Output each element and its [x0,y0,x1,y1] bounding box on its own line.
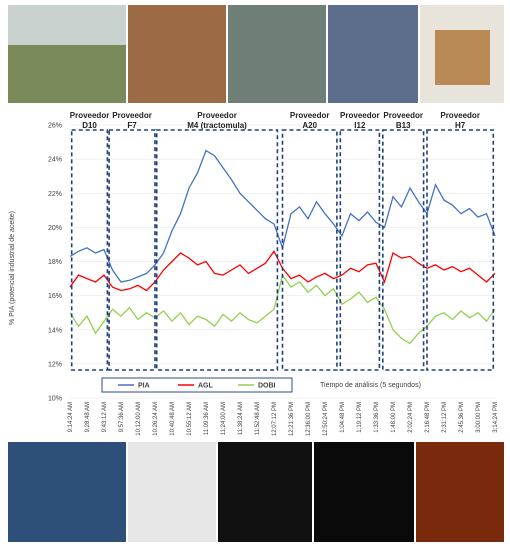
y-tick-label: 12% [48,361,62,368]
bottom-photos [8,442,504,542]
provider-box [339,129,381,371]
x-tick-label: 10:26:24 AM [153,402,159,436]
provider-box [426,129,495,371]
provider-box [281,129,338,371]
y-tick-label: 24% [48,157,62,164]
x-tick-label: 3:00:00 PM [476,402,482,433]
x-tick-label: 12:07:12 PM [272,402,278,436]
y-tick-label: 16% [48,293,62,300]
provider-label: Proveedor [383,111,423,120]
x-tick-label: 11:09:36 AM [204,402,210,435]
x-tick-label: 10:12:00 AM [136,402,142,436]
x-tick-label: 12:50:24 PM [323,402,329,436]
photo-plant [328,5,418,103]
photo-spectra [218,442,312,542]
y-tick-label: 10% [48,396,62,403]
x-tick-label: 10:55:12 AM [187,402,193,436]
legend-label: AGL [198,383,214,390]
x-tick-label: 11:38:24 AM [238,402,244,435]
photo-scatter [314,442,414,542]
photo-instrument [128,442,216,542]
provider-label: M4 (tractomula) [187,121,247,130]
legend-box [101,377,293,393]
x-tick-label: 2:31:12 PM [442,402,448,433]
y-tick-label: 26% [48,123,62,130]
legend-label: DOBI [258,383,276,390]
provider-label: Proveedor [197,111,237,120]
provider-label: Proveedor [112,111,152,120]
x-tick-label: 9:57:36 AM [119,402,125,432]
provider-label: B13 [396,121,411,130]
provider-label: I12 [354,121,366,130]
provider-box [155,129,279,371]
top-photos [8,5,504,103]
x-tick-label: 9:14:24 AM [68,402,74,432]
photo-machine-box [435,30,490,85]
provider-label: D10 [82,121,97,130]
legend-label: PIA [138,383,150,390]
x-tick-label: 11:24:00 AM [221,402,227,435]
y-tick-label: 18% [48,259,62,266]
photo-mill [228,5,326,103]
provider-label: A20 [302,121,317,130]
x-tick-label: 2:16:48 PM [425,402,431,433]
provider-label: Proveedor [340,111,380,120]
x-tick-label: 2:02:24 PM [408,402,414,433]
provider-label: Proveedor [70,111,110,120]
provider-box [381,129,425,371]
photo-sky [8,5,126,45]
provider-box [108,129,156,371]
x-tick-label: 1:19:12 PM [357,402,363,433]
photo-control-room [8,442,126,542]
x-tick-label: 2:45:36 PM [459,402,465,433]
provider-label: Proveedor [290,111,330,120]
y-tick-label: 20% [48,225,62,232]
x-tick-label: 10:40:48 AM [170,402,176,436]
y-axis-title: % PIA (potencial industrial de aceite) [9,211,16,325]
x-axis-title: Tiempo de análisis (5 segundos) [320,382,421,389]
provider-label: F7 [127,121,137,130]
x-tick-label: 12:21:36 PM [289,402,295,436]
x-tick-label: 9:43:12 AM [102,402,108,432]
x-tick-label: 1:33:36 PM [374,402,380,433]
x-tick-label: 12:36:00 PM [306,402,312,436]
x-tick-label: 11:52:48 AM [255,402,261,435]
photo-fruit [128,5,226,103]
x-tick-label: 3:14:24 PM [493,402,499,433]
x-tick-label: 1:48:00 PM [391,402,397,433]
provider-label: H7 [455,121,466,130]
photo-oil [416,442,504,542]
x-tick-label: 9:28:48 AM [85,402,91,432]
y-tick-label: 22% [48,191,62,198]
x-tick-label: 1:04:48 PM [340,402,346,433]
provider-label: Proveedor [440,111,480,120]
y-tick-label: 14% [48,327,62,334]
provider-box [70,129,109,371]
